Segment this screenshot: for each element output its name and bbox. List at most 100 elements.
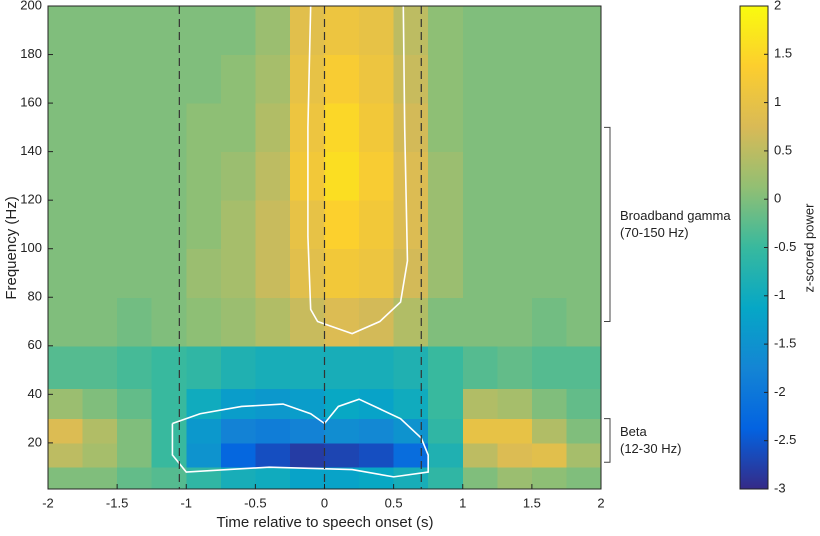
x-tick-label: 2 xyxy=(597,495,604,510)
heatmap-cell xyxy=(48,345,84,389)
heatmap-cell xyxy=(82,54,118,104)
heatmap-cell xyxy=(255,200,291,250)
heatmap-cell xyxy=(462,151,498,201)
heatmap-cell xyxy=(393,103,429,153)
heatmap-cell xyxy=(566,200,602,250)
heatmap-cell xyxy=(151,418,187,444)
heatmap-cell xyxy=(531,442,567,468)
heatmap-cell xyxy=(566,467,602,490)
heatmap-cell xyxy=(324,103,360,153)
heatmap-cell xyxy=(428,248,464,298)
colorbar-tick-label: 1 xyxy=(774,94,781,109)
heatmap-cell xyxy=(255,442,291,468)
heatmap-cell xyxy=(82,418,118,444)
y-tick-label: 180 xyxy=(20,46,42,61)
colorbar-tick-label: 2 xyxy=(774,0,781,12)
heatmap-cell xyxy=(566,345,602,389)
heatmap-cell xyxy=(324,6,360,56)
y-tick-label: 40 xyxy=(28,386,42,401)
heatmap-cell xyxy=(497,388,533,420)
heatmap-cell xyxy=(566,54,602,104)
heatmap-cell xyxy=(82,6,118,56)
heatmap-cell xyxy=(220,103,256,153)
heatmap-cell xyxy=(48,54,84,104)
y-tick-label: 60 xyxy=(28,337,42,352)
colorbar-tick-label: 0 xyxy=(774,191,781,206)
heatmap-cell xyxy=(220,151,256,201)
heatmap-cell xyxy=(220,345,256,389)
heatmap-cell xyxy=(497,467,533,490)
heatmap-cell xyxy=(428,418,464,444)
heatmap xyxy=(48,6,602,490)
heatmap-cell xyxy=(393,297,429,347)
heatmap-cell xyxy=(462,418,498,444)
y-tick-label: 20 xyxy=(28,434,42,449)
heatmap-cell xyxy=(82,103,118,153)
bracket xyxy=(604,418,611,463)
heatmap-cell xyxy=(359,103,395,153)
y-tick-label: 80 xyxy=(28,289,42,304)
significance-contour xyxy=(307,5,409,335)
heatmap-cell xyxy=(117,151,153,201)
heatmap-cell xyxy=(462,442,498,468)
heatmap-cell xyxy=(428,54,464,104)
heatmap-cell xyxy=(255,418,291,444)
heatmap-cell xyxy=(359,200,395,250)
heatmap-cell xyxy=(117,418,153,444)
heatmap-cell xyxy=(82,151,118,201)
heatmap-cell xyxy=(186,467,222,490)
heatmap-cell xyxy=(48,151,84,201)
heatmap-cell xyxy=(186,103,222,153)
heatmap-cell xyxy=(255,388,291,420)
heatmap-cell xyxy=(151,467,187,490)
x-tick-label: -2 xyxy=(42,495,54,510)
heatmap-cell xyxy=(82,467,118,490)
heatmap-cell xyxy=(255,297,291,347)
heatmap-cell xyxy=(220,54,256,104)
heatmap-cell xyxy=(359,297,395,347)
heatmap-cell xyxy=(497,442,533,468)
heatmap-cell xyxy=(531,467,567,490)
heatmap-cell xyxy=(48,248,84,298)
heatmap-cell xyxy=(462,103,498,153)
colorbar-label: z-scored power xyxy=(801,203,816,293)
heatmap-cell xyxy=(324,151,360,201)
heatmap-cell xyxy=(48,388,84,420)
heatmap-cell xyxy=(428,200,464,250)
heatmap-cell xyxy=(289,54,325,104)
heatmap-cell xyxy=(82,297,118,347)
heatmap-cell xyxy=(48,200,84,250)
heatmap-cell xyxy=(393,200,429,250)
heatmap-cell xyxy=(117,200,153,250)
heatmap-cell xyxy=(117,248,153,298)
heatmap-cell xyxy=(531,388,567,420)
heatmap-cell xyxy=(462,297,498,347)
colorbar-tick-label: -1 xyxy=(774,287,786,302)
heatmap-cell xyxy=(151,345,187,389)
colorbar xyxy=(739,5,769,490)
heatmap-cell xyxy=(462,248,498,298)
colorbar-tick-label: -1.5 xyxy=(774,336,796,351)
heatmap-cell xyxy=(324,248,360,298)
heatmap-cell xyxy=(531,6,567,56)
heatmap-cell xyxy=(151,54,187,104)
heatmap-cell xyxy=(497,248,533,298)
colorbar-tick-label: -3 xyxy=(774,480,786,495)
heatmap-cell xyxy=(359,388,395,420)
heatmap-cell xyxy=(117,467,153,490)
y-axis-label: Frequency (Hz) xyxy=(3,196,20,299)
heatmap-cell xyxy=(497,345,533,389)
colorbar-tick-label: 1.5 xyxy=(774,46,792,61)
heatmap-cell xyxy=(255,6,291,56)
heatmap-cell xyxy=(151,151,187,201)
heatmap-cell xyxy=(462,6,498,56)
heatmap-cell xyxy=(151,442,187,468)
heatmap-cell xyxy=(393,467,429,490)
heatmap-cell xyxy=(220,467,256,490)
y-tick-label: 160 xyxy=(20,95,42,110)
heatmap-cell xyxy=(324,297,360,347)
heatmap-cell xyxy=(531,54,567,104)
heatmap-cell xyxy=(48,297,84,347)
heatmap-cell xyxy=(289,6,325,56)
heatmap-cell xyxy=(531,248,567,298)
